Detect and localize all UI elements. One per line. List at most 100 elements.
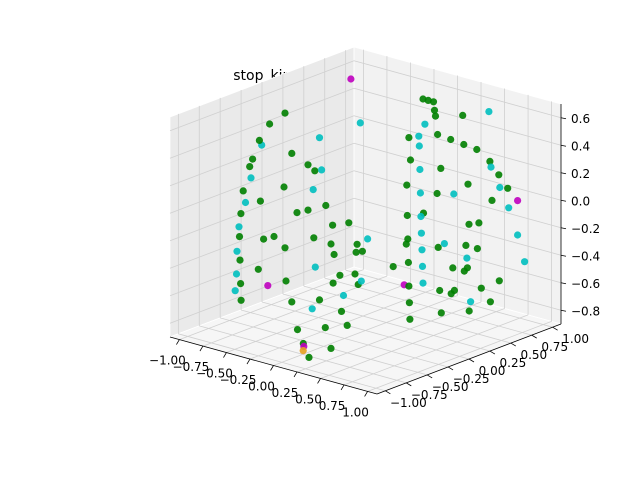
scatter-point [241, 198, 250, 207]
scatter-point [311, 263, 319, 271]
scatter-point [321, 324, 329, 332]
z-tick-label: −0.8 [571, 304, 600, 318]
scatter-point [486, 298, 494, 306]
scatter-point [246, 163, 254, 171]
scatter-point [304, 206, 312, 214]
scatter-point [514, 197, 522, 205]
x-tick-mark [364, 391, 368, 397]
scatter-point [343, 321, 351, 329]
scatter-point [488, 196, 496, 204]
grid-lines [169, 49, 562, 392]
scatter-point [237, 210, 245, 218]
grid-line-z [169, 170, 355, 242]
x-tick-mark [293, 371, 298, 378]
x-tick-label: 0.25 [272, 386, 299, 400]
y-tick-mark [552, 326, 558, 331]
scatter-point [486, 157, 494, 165]
z-tick-mark [560, 117, 567, 120]
scatter-point [450, 190, 458, 198]
x-tick-label: 0.75 [319, 399, 346, 413]
scatter-point [309, 186, 317, 194]
scatter-point [415, 142, 423, 150]
grid-line-y [345, 269, 553, 328]
scatter-point [288, 298, 296, 306]
scatter-point [440, 240, 448, 248]
y-tick-label: −1.00 [390, 396, 427, 410]
scatter-point [459, 111, 467, 119]
scatter-point [236, 256, 244, 264]
scatter-point [254, 265, 262, 273]
scatter-point [462, 241, 470, 249]
scatter-point [288, 149, 296, 157]
scatter-point [352, 248, 360, 256]
scatter-point [467, 298, 475, 306]
tick-labels: −1.00−0.75−0.50−0.250.000.250.500.751.00… [149, 112, 600, 420]
grid-line-z [353, 142, 562, 201]
scatter-point [358, 247, 366, 255]
scatter-point [282, 277, 290, 285]
grid-line-z [353, 87, 562, 146]
y-tick-mark [468, 358, 475, 363]
scatter-point [281, 244, 289, 252]
scatter-point [305, 353, 313, 361]
scatter-point [404, 235, 412, 243]
scatter-point [437, 309, 445, 317]
scatter-point [237, 296, 245, 304]
scatter-point [315, 134, 324, 142]
x-tick-label: −1.00 [149, 354, 186, 368]
scatter-point [485, 108, 493, 116]
scatter-point [327, 240, 335, 248]
scatter-point [416, 165, 424, 174]
y-tick-label: 0.75 [541, 340, 568, 354]
scatter-point [418, 246, 426, 254]
scatter-point [405, 134, 413, 142]
axis-lines [169, 104, 567, 397]
scatter-point [450, 286, 458, 294]
grid-line-z [169, 142, 355, 214]
grid-line-z [169, 225, 355, 297]
x-tick-mark [270, 365, 274, 371]
scatter-point [434, 130, 442, 139]
scatter-point [336, 271, 344, 279]
scatter-point [330, 250, 338, 259]
scatter-point [293, 209, 301, 217]
scatter-point [231, 287, 239, 295]
scatter-point [357, 277, 365, 285]
z-tick-mark [560, 199, 567, 202]
scatter-point [473, 245, 481, 253]
scatter-point [270, 232, 278, 241]
scatter-point [449, 264, 457, 272]
grid-line-y [303, 285, 511, 344]
scatter-point [310, 234, 318, 242]
z-tick-label: −0.4 [571, 249, 600, 263]
z-tick-label: 0.4 [571, 139, 590, 153]
scatter-point [417, 229, 425, 237]
z-tick-mark [560, 309, 567, 312]
scatter-point [339, 291, 348, 300]
scatter-point [389, 263, 397, 271]
x-tick-mark [246, 358, 251, 365]
scatter-point [315, 296, 324, 304]
scatter-point [329, 221, 337, 229]
scatter-point [356, 119, 364, 127]
scatter-point [505, 204, 513, 212]
y-tick-label: −0.75 [411, 388, 448, 402]
axis-panes [168, 46, 563, 395]
scatter-point [299, 347, 307, 355]
scatter-point [418, 262, 427, 270]
scatter-point [464, 180, 472, 188]
scatter-point [322, 201, 330, 210]
grid-line-z [169, 60, 355, 132]
scatter-point [415, 132, 423, 140]
scatter-point [311, 167, 319, 175]
scatter-point [404, 258, 412, 267]
scatter-point [293, 326, 302, 334]
scatter-point [496, 183, 504, 192]
y-tick-mark [489, 350, 496, 355]
y-tick-mark [385, 390, 391, 395]
scatter-point [429, 98, 438, 106]
scatter-point [431, 112, 440, 120]
x-tick-mark [317, 378, 321, 384]
grid-line-z [353, 197, 562, 256]
